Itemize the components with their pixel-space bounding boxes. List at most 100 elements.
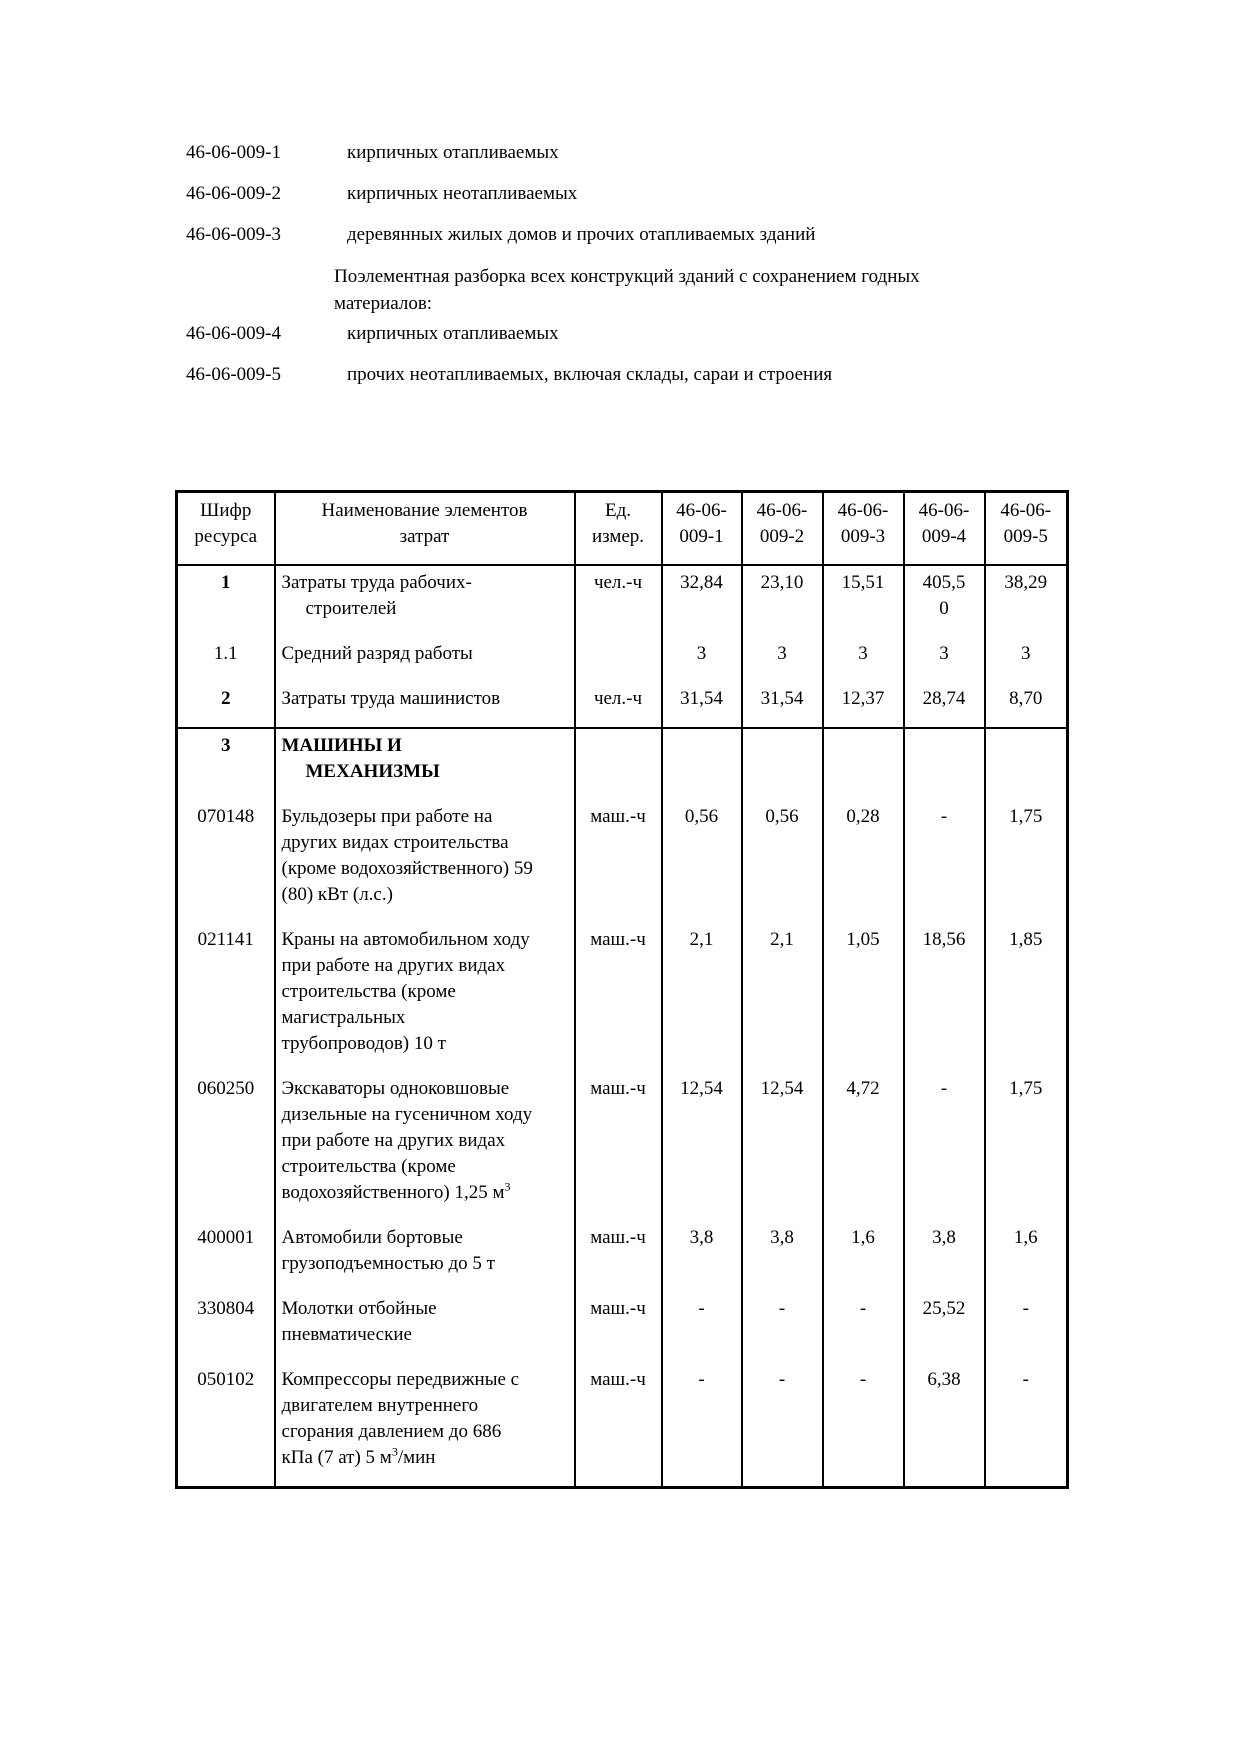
unit-cell: маш.-ч xyxy=(573,1072,663,1221)
name-line: кПа (7 ат) 5 м3/мин xyxy=(281,1444,436,1468)
row-excavators: 060250 Экскаваторы одноковшовые дизельны… xyxy=(175,1072,1069,1221)
norm-description: кирпичных отапливаемых xyxy=(347,142,559,163)
value-cell: 4,72 xyxy=(821,1072,905,1221)
value-cell xyxy=(902,727,986,800)
value-cell: 23,10 xyxy=(740,565,824,637)
value-cell: 0,56 xyxy=(660,800,743,923)
value-cell: - xyxy=(983,1363,1069,1488)
value-cell: 3,8 xyxy=(902,1221,986,1292)
row-cranes: 021141 Краны на автомобильном ходу при р… xyxy=(175,923,1069,1072)
header-line: 46-06- xyxy=(837,500,889,521)
unit-cell: маш.-ч xyxy=(573,1363,663,1488)
value-cell: - xyxy=(902,1072,986,1221)
name-line: МЕХАНИЗМЫ xyxy=(305,761,440,782)
value-cell: 1,85 xyxy=(983,923,1069,1072)
value-cell xyxy=(740,727,824,800)
value-cell: 28,74 xyxy=(902,682,986,728)
norm-codes-list: 46-06-009-1 кирпичных отапливаемых 46-06… xyxy=(186,140,1086,403)
value-cell: 0,56 xyxy=(740,800,824,923)
name-line: Затраты труда машинистов xyxy=(281,688,501,709)
header-cell-norm-2: 46-06- 009-2 xyxy=(740,491,824,566)
header-cell-unit: Ед. измер. xyxy=(573,491,663,566)
value-cell: 2,1 xyxy=(660,923,743,1072)
header-line: 009-3 xyxy=(840,526,886,547)
value-cell: 3 xyxy=(740,637,824,682)
resource-costs-table: Шифр ресурса Наименование элементов затр… xyxy=(175,490,1069,1489)
unit-cell: маш.-ч xyxy=(573,800,663,923)
header-line: Ед. xyxy=(604,500,632,521)
value-cell: 3 xyxy=(902,637,986,682)
name-line: других видах строительства xyxy=(281,832,509,853)
resource-code-cell: 060250 xyxy=(175,1072,276,1221)
unit-cell: маш.-ч xyxy=(573,1292,663,1363)
value-cell xyxy=(983,727,1069,800)
value-cell: 12,37 xyxy=(821,682,905,728)
name-line: пневматические xyxy=(281,1324,412,1345)
name-cell: Компрессоры передвижные с двигателем вну… xyxy=(273,1363,576,1488)
header-line: затрат xyxy=(399,526,450,547)
value-cell: - xyxy=(660,1292,743,1363)
norm-description: кирпичных неотапливаемых xyxy=(347,183,578,204)
name-line: при работе на других видах xyxy=(281,1130,506,1151)
norm-description: деревянных жилых домов и прочих отаплива… xyxy=(347,224,816,245)
header-line: 46-06- xyxy=(676,500,727,521)
name-line: сгорания давлением до 686 xyxy=(281,1421,502,1442)
value-cell: - xyxy=(902,800,986,923)
name-cell: Средний разряд работы xyxy=(273,637,576,682)
table-header-row: Шифр ресурса Наименование элементов затр… xyxy=(175,491,1069,566)
name-cell: Автомобили бортовые грузоподъемностью до… xyxy=(273,1221,576,1292)
row-compressors: 050102 Компрессоры передвижные с двигате… xyxy=(175,1363,1069,1488)
norm-description: прочих неотапливаемых, включая склады, с… xyxy=(347,364,833,385)
name-line: магистральных xyxy=(281,1007,406,1028)
resource-code-cell: 021141 xyxy=(175,923,276,1072)
name-line: трубопроводов) 10 т xyxy=(281,1033,446,1054)
value-cell: 32,84 xyxy=(660,565,743,637)
row-hammers: 330804 Молотки отбойные пневматические м… xyxy=(175,1292,1069,1363)
name-cell: Молотки отбойные пневматические xyxy=(273,1292,576,1363)
header-cell-norm-4: 46-06- 009-4 xyxy=(902,491,986,566)
value-cell: 405,50 xyxy=(902,565,986,637)
header-line: 46-06- xyxy=(918,500,970,521)
header-line: Наименование элементов xyxy=(321,500,528,521)
row-labor-machinists: 2 Затраты труда машинистов чел.-ч 31,54 … xyxy=(175,682,1069,728)
value-cell: 1,05 xyxy=(821,923,905,1072)
header-cell-resource: Шифр ресурса xyxy=(175,491,276,566)
intro-item: 46-06-009-5 прочих неотапливаемых, включ… xyxy=(186,362,1086,387)
name-line: Экскаваторы одноковшовые xyxy=(281,1078,510,1099)
name-cell: Затраты труда машинистов xyxy=(273,682,576,728)
resource-code-cell: 050102 xyxy=(175,1363,276,1488)
norm-code: 46-06-009-1 xyxy=(186,142,281,163)
resource-code-cell: 1 xyxy=(175,565,276,637)
value-cell: - xyxy=(660,1363,743,1488)
value-cell: 3 xyxy=(821,637,905,682)
value-cell: - xyxy=(740,1363,824,1488)
value-cell: 25,52 xyxy=(902,1292,986,1363)
header-line: Шифр xyxy=(200,500,252,521)
resource-code-cell: 2 xyxy=(175,682,276,728)
name-line: при работе на других видах xyxy=(281,955,506,976)
name-line: Автомобили бортовые xyxy=(281,1227,463,1248)
row-bulldozers: 070148 Бульдозеры при работе на других в… xyxy=(175,800,1069,923)
value-cell: - xyxy=(821,1363,905,1488)
norm-code: 46-06-009-2 xyxy=(186,183,281,204)
name-line: (80) кВт (л.с.) xyxy=(281,884,393,905)
value-cell: 0,28 xyxy=(821,800,905,923)
row-avg-grade: 1.1 Средний разряд работы 3 3 3 3 3 xyxy=(175,637,1069,682)
name-line: строительства (кроме xyxy=(281,1156,456,1177)
value-cell: 12,54 xyxy=(660,1072,743,1221)
value-cell: 3 xyxy=(660,637,743,682)
intro-note-line: материалов: xyxy=(334,293,433,314)
header-line: 009-4 xyxy=(921,526,967,547)
resource-code-cell: 1.1 xyxy=(175,637,276,682)
norm-code: 46-06-009-3 xyxy=(186,224,281,245)
norm-description: кирпичных отапливаемых xyxy=(347,323,559,344)
value-cell: - xyxy=(740,1292,824,1363)
resource-code-cell: 070148 xyxy=(175,800,276,923)
unit-cell: чел.-ч xyxy=(573,682,663,728)
header-line: 46-06- xyxy=(756,500,808,521)
name-line: Молотки отбойные xyxy=(281,1298,437,1319)
name-line: Краны на автомобильном ходу xyxy=(281,929,530,950)
name-line: водохозяйственного) 1,25 м3 xyxy=(281,1179,511,1203)
intro-item: 46-06-009-3 деревянных жилых домов и про… xyxy=(186,222,1086,247)
value-cell: 3 xyxy=(983,637,1069,682)
